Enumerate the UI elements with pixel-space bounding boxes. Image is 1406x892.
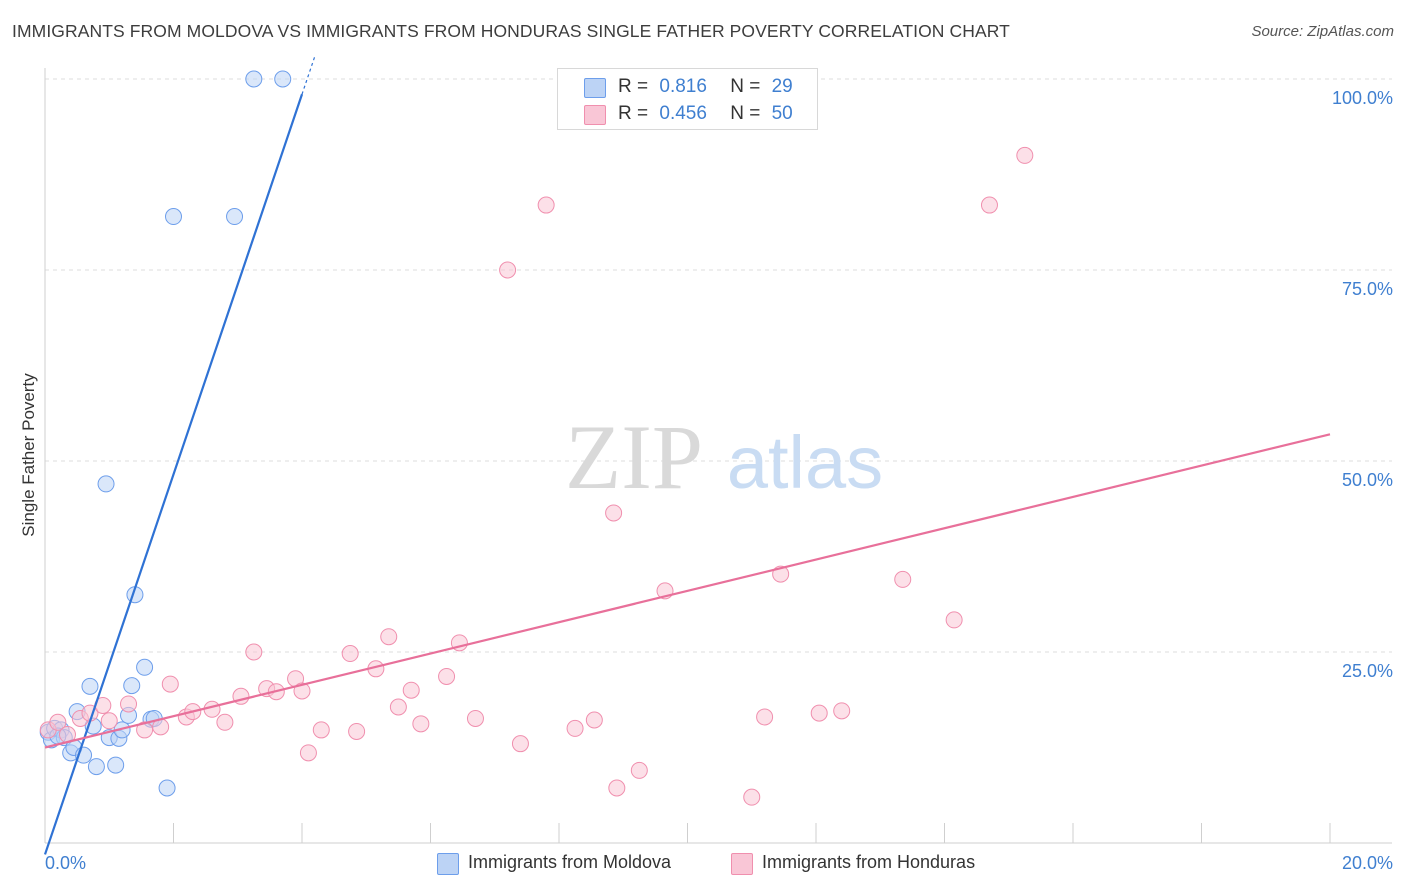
point-honduras [216,713,234,731]
legend-row-honduras: R = 0.456 N = 50 [584,103,793,125]
trend-lines [43,56,1331,855]
legend-n-label: N = [730,76,761,97]
y-tick-label: 25.0% [1342,661,1393,681]
point-honduras [341,645,359,663]
watermark-zip: ZIP [565,406,703,508]
data-points [39,70,1034,806]
point-moldova [226,208,244,226]
point-moldova [274,70,292,88]
point-honduras [1016,146,1034,164]
axes [44,68,1392,844]
bottom-legend-honduras: Immigrants from Honduras [762,852,976,872]
point-honduras [608,779,626,797]
point-honduras [630,761,648,779]
point-honduras [380,628,398,646]
point-honduras [203,700,221,718]
point-honduras [348,722,366,740]
point-honduras [100,712,118,730]
point-honduras [136,721,154,739]
point-honduras [161,675,179,693]
stats-legend: R = 0.816 N = 29 R = 0.456 N = 50 [557,68,818,130]
point-moldova [123,677,141,695]
trend-extension-moldova [301,56,316,95]
y-tick-label: 75.0% [1342,279,1393,299]
axis-labels: 100.0% 75.0% 50.0% 25.0% 0.0% 20.0% Single Fat… [19,88,1393,873]
point-moldova [97,475,115,493]
point-honduras [120,695,138,713]
watermark-atlas: atlas [727,421,883,504]
legend-r-label: R = [618,76,649,97]
point-honduras [810,704,828,722]
point-moldova [136,658,154,676]
x-tick-label: 20.0% [1342,853,1393,873]
trend-line-honduras [44,433,1331,749]
point-honduras [293,682,311,700]
point-honduras [833,702,851,720]
bottom-legend-moldova: Immigrants from Moldova [468,852,672,872]
grid-lines [45,78,1392,653]
point-honduras [438,667,456,685]
point-honduras [412,715,430,733]
legend-n-value: 50 [771,103,793,124]
point-honduras [756,708,774,726]
point-honduras [299,744,317,762]
bottom-legend-swatch-honduras [731,853,753,875]
point-honduras [945,611,963,629]
y-tick-label: 50.0% [1342,470,1393,490]
point-honduras [980,196,998,214]
chart-title: IMMIGRANTS FROM MOLDOVA VS IMMIGRANTS FR… [12,21,1010,41]
point-honduras [537,196,555,214]
legend-r-value: 0.816 [659,76,707,97]
point-moldova [107,756,125,774]
y-axis-label: Single Father Poverty [19,373,38,537]
point-honduras [499,261,517,279]
point-moldova [245,70,263,88]
legend-n-value: 29 [771,76,793,97]
point-honduras [49,713,67,731]
point-honduras [466,709,484,727]
x-tick-label: 0.0% [45,853,86,873]
point-honduras [389,698,407,716]
watermark: ZIP atlas [565,406,883,508]
legend-swatch-honduras [584,105,606,125]
point-honduras [585,711,603,729]
legend-row-moldova: R = 0.816 N = 29 [584,76,793,98]
legend-r-label: R = [618,103,649,124]
point-honduras [743,788,761,806]
point-honduras [245,643,263,661]
legend-swatch-moldova [584,78,606,98]
trend-line-moldova [43,93,304,855]
point-honduras [894,570,912,588]
point-honduras [566,719,584,737]
bottom-legend-swatch-moldova [437,853,459,875]
source-label: Source: ZipAtlas.com [1251,23,1394,40]
point-moldova [158,779,176,797]
point-moldova [81,677,99,695]
y-tick-label: 100.0% [1332,88,1393,108]
point-moldova [87,758,105,776]
point-honduras [511,735,529,753]
point-moldova [165,208,182,226]
point-honduras [402,681,420,699]
point-honduras [605,504,623,522]
legend-r-value: 0.456 [659,103,707,124]
legend-n-label: N = [730,103,761,124]
point-honduras [312,721,330,739]
